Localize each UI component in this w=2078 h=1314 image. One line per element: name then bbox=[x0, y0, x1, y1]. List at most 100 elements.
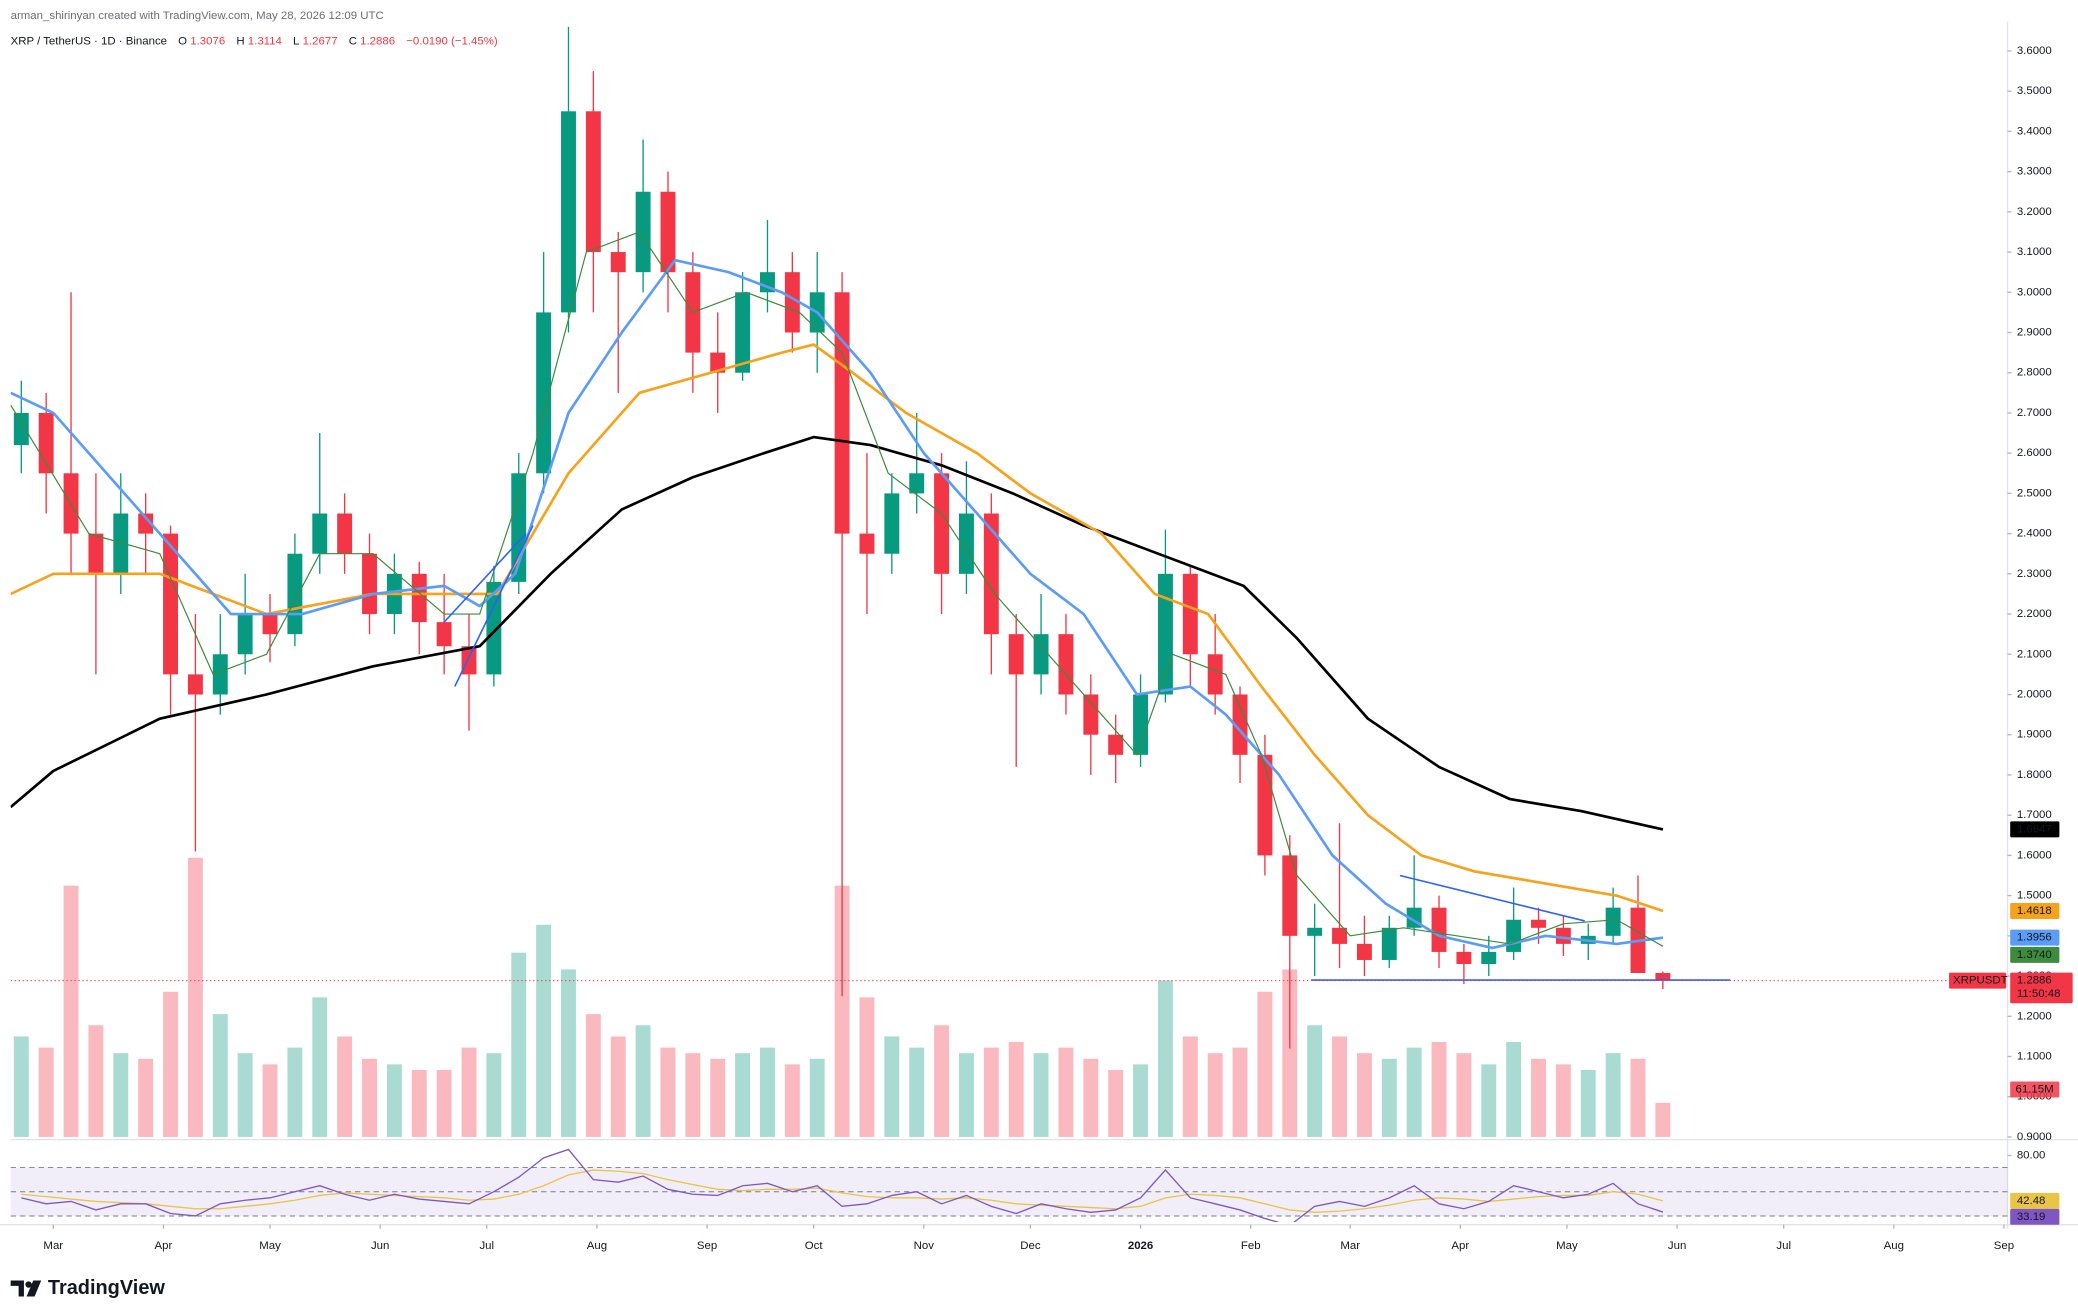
candle-body bbox=[536, 312, 552, 474]
volume-bar bbox=[337, 1036, 353, 1137]
candle-body bbox=[710, 352, 726, 373]
candle-body bbox=[337, 513, 353, 554]
moving-average bbox=[10, 231, 1664, 947]
rsi-ma-line bbox=[21, 1169, 1664, 1213]
rsi-tag bbox=[2010, 1208, 2060, 1225]
trend-line bbox=[443, 533, 527, 623]
ma-tag bbox=[2010, 903, 2060, 919]
candle-body bbox=[287, 553, 303, 635]
volume-bar bbox=[934, 1025, 950, 1137]
x-tick-label: Apr bbox=[155, 1240, 173, 1252]
y-tick-label: 3.3000 bbox=[2017, 166, 2052, 178]
candle-body bbox=[411, 573, 427, 623]
x-tick-label: Sep bbox=[697, 1240, 717, 1252]
volume-bar bbox=[113, 1053, 129, 1137]
candle-body bbox=[1605, 907, 1621, 936]
candle-body bbox=[461, 646, 477, 675]
ohlc-letter: H bbox=[236, 35, 244, 47]
y-tick-label: 3.2000 bbox=[2017, 206, 2052, 218]
symbol: XRP / TetherUS · 1D · Binance bbox=[11, 35, 167, 47]
logo-mark bbox=[10, 1280, 24, 1297]
candle-body bbox=[1282, 855, 1298, 936]
header: arman_shirinyan created with TradingView… bbox=[11, 10, 384, 22]
x-tick-label: Mar bbox=[43, 1240, 63, 1252]
y-tick-label: 3.1000 bbox=[2017, 246, 2052, 258]
x-tick-label: Jun bbox=[1668, 1240, 1686, 1252]
candle-body bbox=[1108, 734, 1124, 755]
candle-body bbox=[1531, 919, 1546, 928]
volume-bar bbox=[983, 1047, 999, 1137]
candle-body bbox=[585, 111, 601, 253]
volume-bar bbox=[585, 1014, 601, 1137]
volume-bar bbox=[287, 1047, 303, 1137]
brand-logo bbox=[10, 1280, 42, 1297]
price-layer bbox=[10, 26, 2008, 1049]
ma-tag bbox=[2010, 821, 2060, 838]
y-tick-label: 1.7000 bbox=[2017, 809, 2052, 821]
y-tick-label: 2.6000 bbox=[2017, 447, 2052, 459]
volume-bar bbox=[511, 952, 527, 1137]
y-tick-label: 3.4000 bbox=[2017, 125, 2052, 137]
y-tick-label: 2.4000 bbox=[2017, 528, 2052, 540]
volume-bar bbox=[138, 1058, 154, 1137]
x-tick-label: Apr bbox=[1451, 1240, 1469, 1252]
volume-tag bbox=[2010, 1081, 2060, 1098]
ohlc-letter: L bbox=[293, 35, 299, 47]
candle-body bbox=[1157, 573, 1173, 695]
volume-bar bbox=[1058, 1047, 1074, 1137]
candle-body bbox=[834, 292, 850, 534]
volume-bar bbox=[784, 1064, 800, 1137]
candle-body bbox=[1555, 927, 1571, 944]
volume-bar bbox=[1157, 980, 1173, 1137]
candle-body bbox=[13, 412, 29, 446]
candle-body bbox=[1655, 973, 1671, 981]
y-tick-label: 3.6000 bbox=[2017, 45, 2052, 57]
volume-bar bbox=[312, 997, 328, 1137]
countdown: 11:50:48 bbox=[2017, 988, 2061, 1000]
logo-mark bbox=[25, 1281, 32, 1288]
candle-body bbox=[138, 513, 154, 534]
x-tick-label: Aug bbox=[587, 1240, 607, 1252]
x-tick-label: 2026 bbox=[1128, 1240, 1153, 1252]
ohlc-value: 1.2677 bbox=[303, 35, 338, 47]
volume-bar bbox=[1555, 1064, 1571, 1137]
brand: TradingView bbox=[48, 1277, 166, 1299]
ma-tag bbox=[2010, 929, 2060, 946]
y-tick-label: 1.5000 bbox=[2017, 890, 2052, 902]
y-tick-label: 2.1000 bbox=[2017, 648, 2052, 660]
candle-body bbox=[610, 252, 626, 273]
rsi-tag-label: 33.19 bbox=[2017, 1211, 2046, 1223]
candle-body bbox=[934, 473, 950, 574]
ma-tag-label: 1.3956 bbox=[2017, 932, 2052, 944]
x-tick-label: Aug bbox=[1884, 1240, 1904, 1252]
volume-bar bbox=[1008, 1042, 1024, 1137]
candle-body bbox=[113, 513, 129, 574]
y-tick-label: 1.6000 bbox=[2017, 849, 2052, 861]
candle-body bbox=[1133, 694, 1149, 755]
volume-bar bbox=[1456, 1053, 1472, 1137]
candle-body bbox=[237, 614, 253, 655]
y-tick-label: 1.1000 bbox=[2017, 1051, 2052, 1063]
logo-mark bbox=[26, 1280, 42, 1297]
moving-average bbox=[10, 258, 1664, 950]
volume-bar bbox=[1033, 1053, 1049, 1137]
x-tick-label: Mar bbox=[1340, 1240, 1360, 1252]
symbol-legend: XRP / TetherUS · 1D · Binance O 1.3076 H… bbox=[11, 35, 498, 47]
y-tick-label: 2.7000 bbox=[2017, 407, 2052, 419]
volume-bar bbox=[1332, 1036, 1347, 1137]
volume-bar bbox=[362, 1058, 377, 1137]
volume-bar bbox=[63, 885, 79, 1137]
volume-bar bbox=[1381, 1058, 1397, 1137]
volume-bar bbox=[1083, 1058, 1099, 1137]
candle-body bbox=[735, 292, 751, 373]
candle-body bbox=[362, 553, 377, 615]
volume-bar bbox=[610, 1036, 626, 1137]
volume-bar bbox=[1406, 1047, 1422, 1137]
volume-bar bbox=[212, 1014, 228, 1137]
candle-body bbox=[784, 272, 800, 333]
candle-body bbox=[958, 513, 974, 574]
y-tick-label: 2.9000 bbox=[2017, 327, 2052, 339]
volume-bar bbox=[958, 1053, 974, 1137]
x-tick-label: May bbox=[259, 1240, 281, 1252]
